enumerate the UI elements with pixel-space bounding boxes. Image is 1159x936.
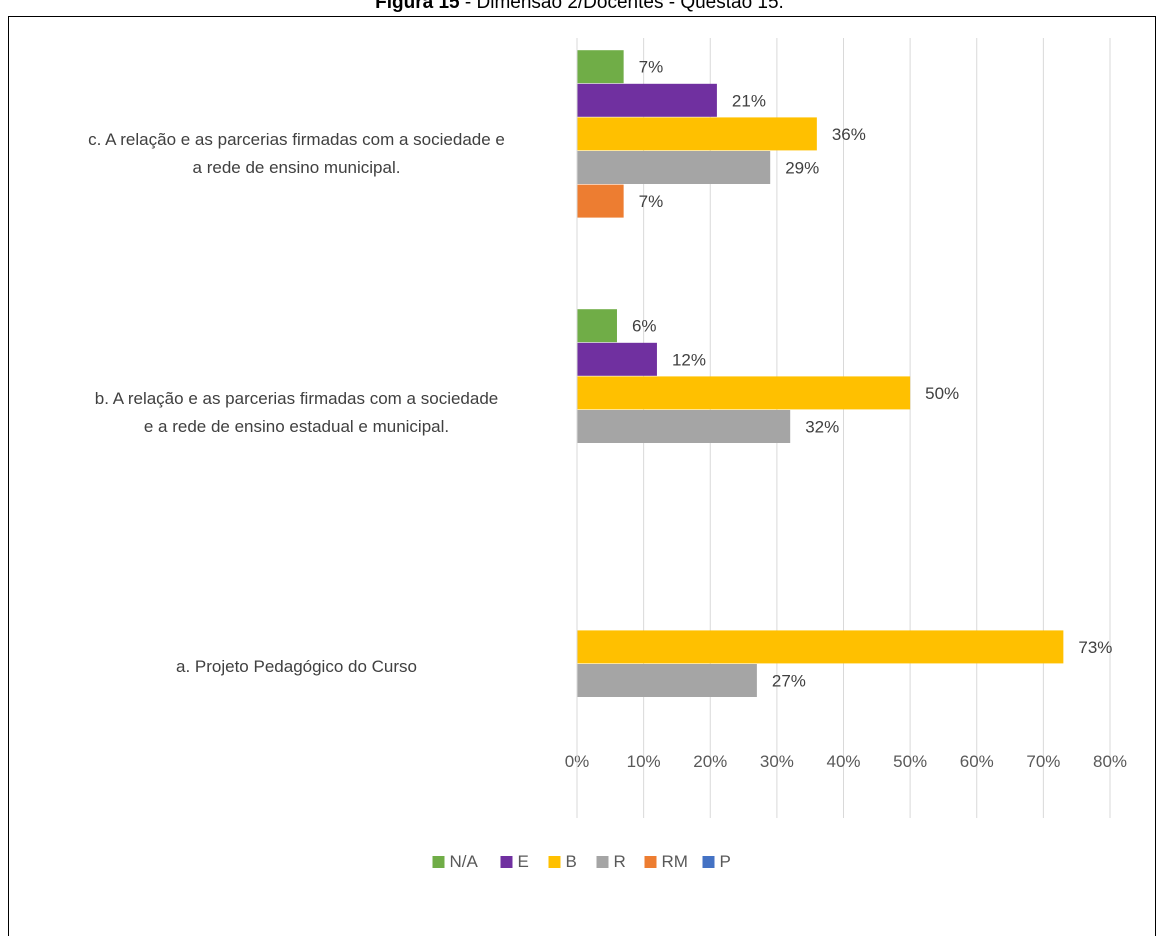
data-label: 36% <box>832 125 866 144</box>
legend-swatch <box>596 856 609 868</box>
figure-caption-text: - Dimensão 2/Docentes - Questão 15. <box>459 0 784 13</box>
legend-label: E <box>518 852 529 871</box>
x-tick-label: 50% <box>893 752 927 771</box>
data-label: 32% <box>805 418 839 437</box>
data-label: 6% <box>632 317 657 336</box>
bar <box>577 117 817 151</box>
data-label: 50% <box>925 384 959 403</box>
category-label: e a rede de ensino estadual e municipal. <box>144 417 449 436</box>
legend-label: B <box>566 852 577 871</box>
data-label: 7% <box>639 192 664 211</box>
x-tick-label: 70% <box>1026 752 1060 771</box>
bar <box>577 50 624 84</box>
bar <box>577 151 771 184</box>
legend-label: R <box>614 852 626 871</box>
category-label: a. Projeto Pedagógico do Curso <box>176 657 417 676</box>
legend-label: RM <box>662 852 688 871</box>
x-tick-label: 10% <box>627 752 661 771</box>
chart-frame <box>8 16 1156 936</box>
legend-label: P <box>720 852 731 871</box>
category-label: b. A relação e as parcerias firmadas com… <box>95 389 499 408</box>
x-tick-label: 80% <box>1093 752 1127 771</box>
category-label: a rede de ensino municipal. <box>193 158 401 177</box>
bar <box>577 184 624 218</box>
bar <box>577 630 1064 664</box>
category-label: c. A relação e as parcerias firmadas com… <box>88 130 505 149</box>
figure-caption-number: Figura 15 <box>375 0 460 13</box>
legend-swatch <box>702 856 715 868</box>
legend-swatch <box>644 856 657 868</box>
data-label: 7% <box>639 58 664 77</box>
x-tick-label: 40% <box>826 752 860 771</box>
x-tick-label: 60% <box>960 752 994 771</box>
data-label: 12% <box>672 350 706 369</box>
data-label: 21% <box>732 91 766 110</box>
legend-swatch <box>432 856 445 868</box>
data-label: 29% <box>785 159 819 178</box>
data-label: 27% <box>772 672 806 691</box>
bar <box>577 376 911 410</box>
bar <box>577 410 791 443</box>
legend-swatch <box>500 856 513 868</box>
bar <box>577 664 757 697</box>
legend-swatch <box>548 856 561 868</box>
bar <box>577 83 717 117</box>
bar <box>577 342 657 376</box>
x-tick-label: 20% <box>693 752 727 771</box>
figure-caption: Figura 15 - Dimensão 2/Docentes - Questã… <box>0 0 1159 14</box>
legend-label: N/A <box>450 852 479 871</box>
bar <box>577 309 617 343</box>
x-tick-label: 30% <box>760 752 794 771</box>
data-label: 73% <box>1078 638 1112 657</box>
